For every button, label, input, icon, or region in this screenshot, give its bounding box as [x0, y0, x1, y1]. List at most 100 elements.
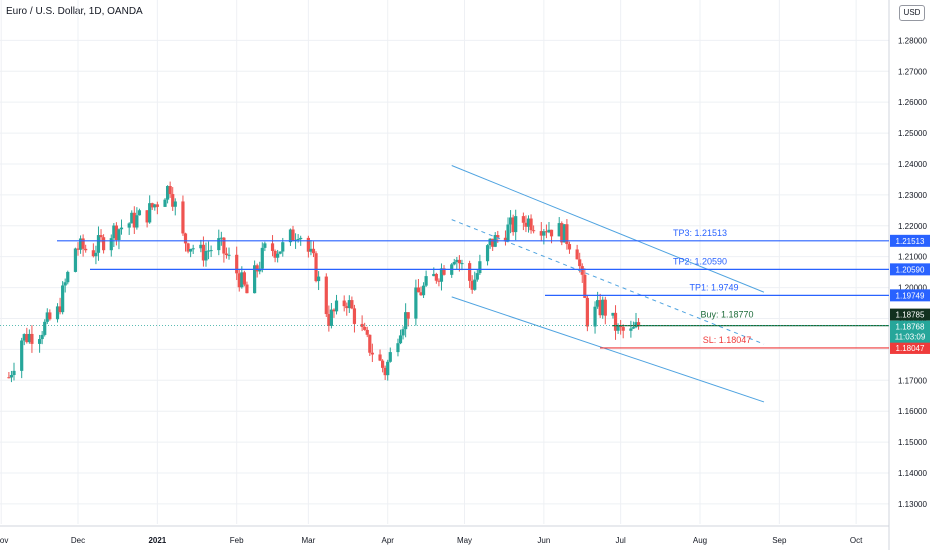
candle — [567, 244, 572, 250]
candle — [263, 243, 267, 248]
candle — [227, 254, 231, 256]
candle — [96, 235, 101, 253]
candle — [381, 360, 385, 368]
x-tick-label: Nov — [0, 536, 8, 545]
candle — [299, 237, 303, 240]
candle — [276, 253, 280, 258]
x-tick-label: Sep — [772, 536, 787, 545]
candle — [631, 327, 636, 329]
candle — [370, 352, 374, 355]
candle — [478, 261, 482, 274]
x-tick-label: Mar — [301, 536, 315, 545]
y-tick-label: 1.14000 — [898, 469, 927, 478]
candle — [442, 268, 446, 275]
candle — [473, 279, 477, 290]
candle — [78, 238, 83, 250]
candle — [334, 300, 339, 312]
candle — [314, 253, 318, 282]
candle — [470, 280, 474, 290]
candle — [206, 250, 211, 252]
y-tick-label: 1.17000 — [898, 376, 927, 385]
candle — [383, 367, 387, 376]
candle — [217, 238, 221, 251]
tp3-label: TP3: 1.21513 — [673, 228, 727, 238]
tp2-label: TP2: 1.20590 — [673, 256, 727, 266]
tp3-axis-value: 1.21513 — [896, 237, 925, 246]
candle — [30, 333, 34, 344]
candle — [329, 309, 334, 326]
candle — [596, 300, 600, 307]
candle — [317, 276, 321, 282]
candle — [511, 217, 515, 233]
candle — [524, 222, 528, 227]
candle — [99, 235, 103, 238]
candle — [311, 248, 316, 254]
currency-badge[interactable]: USD — [899, 5, 925, 21]
x-tick-label: Aug — [693, 536, 707, 545]
candle — [508, 217, 513, 225]
candle — [255, 265, 259, 272]
tp3-axis-tag — [890, 234, 930, 247]
candle — [529, 218, 533, 231]
tp2-axis-tag — [890, 263, 930, 276]
candle — [396, 343, 400, 353]
candle — [153, 204, 157, 208]
x-tick-label: 2021 — [148, 536, 166, 545]
candle — [560, 223, 564, 243]
y-tick-label: 1.26000 — [898, 98, 927, 107]
candle — [603, 299, 607, 316]
channel-upper-line[interactable] — [451, 165, 765, 293]
candle — [521, 216, 525, 223]
candle — [491, 238, 495, 247]
x-tick-label: Apr — [381, 536, 394, 545]
candle — [278, 251, 282, 254]
candle — [488, 238, 492, 246]
candle — [432, 273, 436, 277]
candle — [578, 259, 582, 267]
sl-axis-value: 1.18047 — [896, 344, 925, 353]
sl-label: SL: 1.18047 — [703, 335, 752, 345]
candle — [414, 287, 418, 319]
candle — [273, 250, 277, 258]
candle — [91, 250, 95, 257]
candle — [593, 306, 597, 327]
candle — [76, 248, 80, 250]
candle — [112, 225, 116, 239]
candle — [406, 312, 410, 319]
channel-lower-line[interactable] — [451, 296, 765, 403]
candle — [327, 314, 331, 326]
chart-title: Euro / U.S. Dollar, 1D, OANDA — [6, 6, 143, 17]
tp1-axis-tag — [890, 289, 930, 302]
candle — [171, 194, 175, 207]
candle — [222, 237, 226, 254]
candle — [398, 335, 403, 344]
candle — [434, 273, 438, 281]
candle — [61, 285, 65, 313]
candle — [9, 375, 14, 378]
candle — [173, 201, 177, 207]
candle — [201, 244, 206, 261]
candle — [583, 274, 587, 298]
candle — [386, 361, 390, 376]
candle — [365, 329, 369, 335]
y-tick-label: 1.23000 — [898, 191, 927, 200]
buy-axis-value: 1.18785 — [896, 311, 925, 320]
y-tick-label: 1.13000 — [898, 500, 927, 509]
candle — [48, 312, 52, 320]
y-tick-label: 1.20000 — [898, 284, 927, 293]
buy-label: Buy: 1.18770 — [700, 310, 753, 320]
candle — [636, 322, 641, 327]
y-tick-label: 1.24000 — [898, 160, 927, 169]
candle — [235, 254, 239, 274]
candle — [565, 224, 569, 245]
candle — [63, 282, 67, 286]
candle — [360, 323, 364, 327]
candle — [580, 266, 584, 275]
x-tick-label: Feb — [230, 536, 244, 545]
candle — [109, 238, 113, 251]
candle — [38, 339, 42, 344]
candle — [598, 300, 602, 316]
candle — [496, 235, 500, 238]
candle — [506, 224, 510, 242]
